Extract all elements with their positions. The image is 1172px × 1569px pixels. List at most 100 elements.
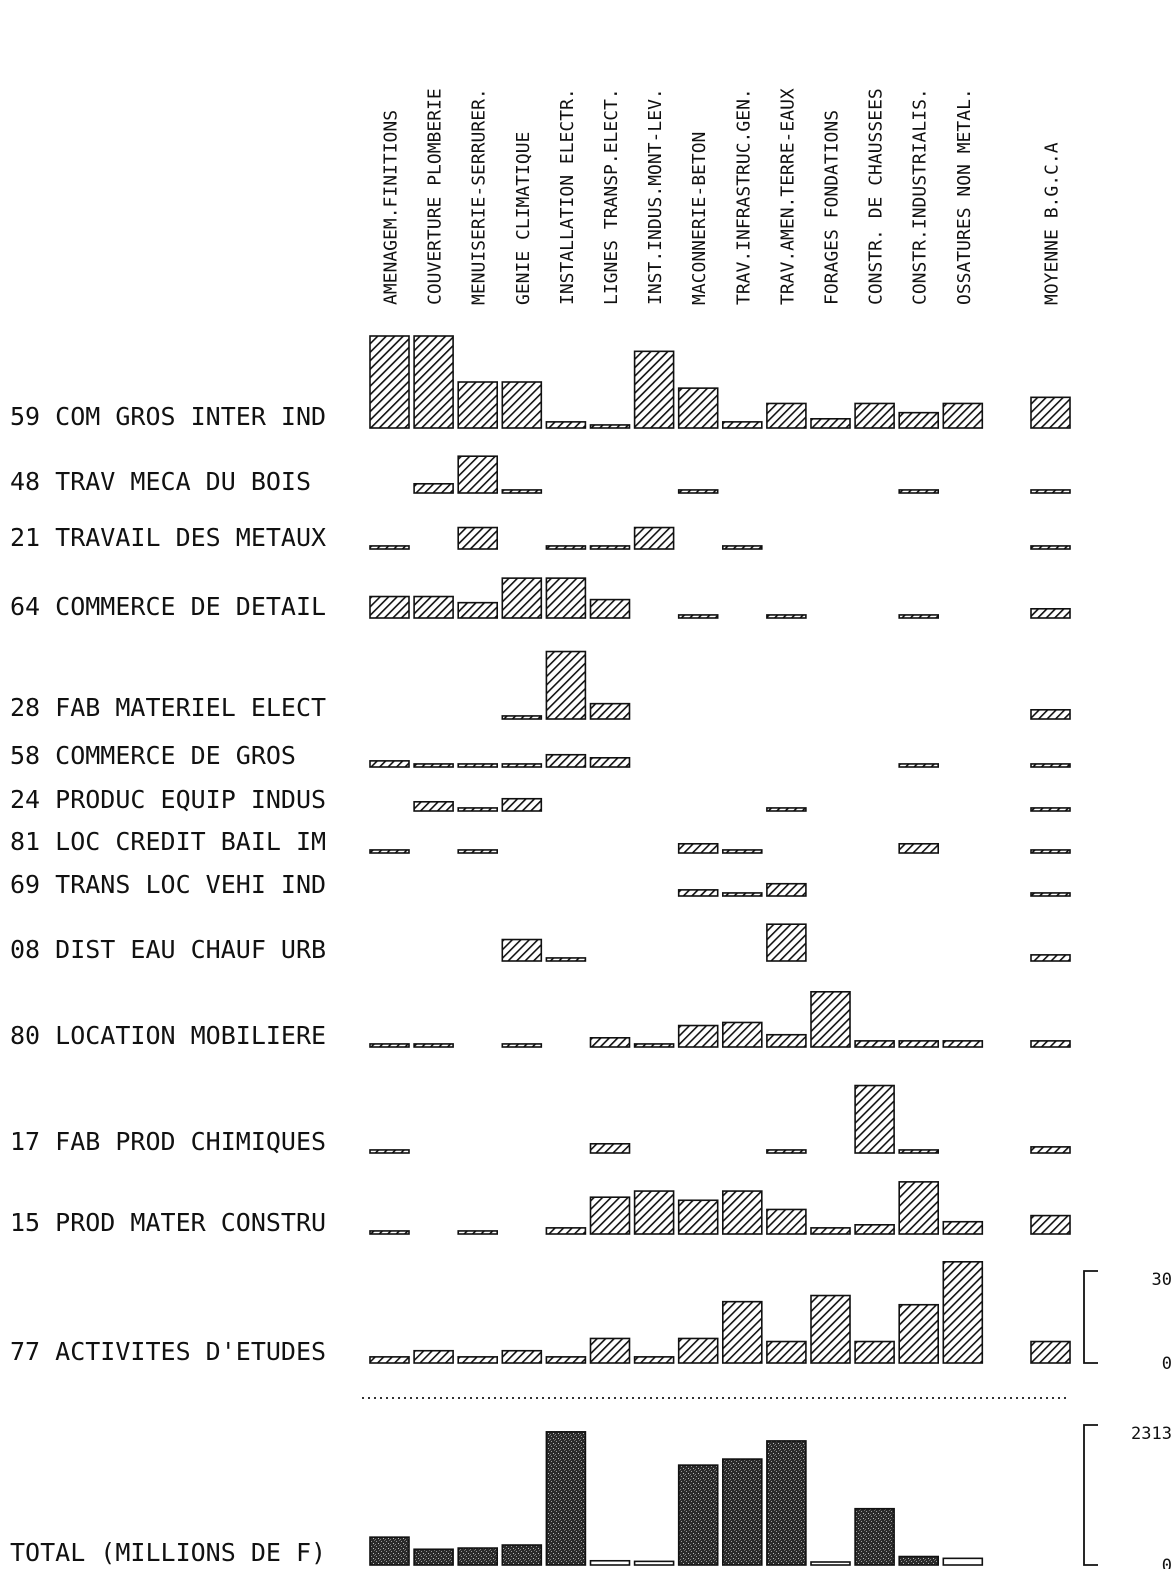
bar bbox=[501, 715, 543, 720]
total-row: TOTAL (MILLIONS DE F) bbox=[10, 1431, 984, 1567]
row-label: 77 ACTIVITES D'ETUDES bbox=[10, 1337, 326, 1366]
scale-bracket bbox=[1083, 1424, 1098, 1566]
chart-row: 69 TRANS LOC VEHI IND bbox=[10, 870, 1071, 899]
bar bbox=[545, 753, 587, 768]
row-label: 17 FAB PROD CHIMIQUES bbox=[10, 1127, 326, 1156]
bar bbox=[501, 797, 543, 812]
bar bbox=[677, 1199, 719, 1235]
total-scale-min-label: 0 bbox=[1162, 1556, 1172, 1569]
bar bbox=[545, 421, 587, 429]
total-bar bbox=[413, 1548, 454, 1566]
column-labels: AMENAGEM.FINITIONS COUVERTURE PLOMBERIE ME… bbox=[381, 88, 1063, 305]
bar-average bbox=[1030, 607, 1071, 619]
bar bbox=[413, 595, 454, 619]
bar bbox=[633, 350, 675, 429]
bar bbox=[898, 763, 940, 768]
bar bbox=[369, 595, 410, 619]
bar-average bbox=[1030, 708, 1071, 720]
row-scale-max-label: 30 bbox=[1152, 1270, 1172, 1290]
bar bbox=[589, 1143, 631, 1154]
chart-row: 24 PRODUC EQUIP INDUS bbox=[10, 785, 1071, 814]
bar-average bbox=[1030, 892, 1071, 897]
bar-average bbox=[1030, 1040, 1071, 1048]
bar bbox=[766, 614, 807, 619]
bar-average bbox=[1030, 807, 1071, 812]
row-label: 21 TRAVAIL DES METAUX bbox=[10, 523, 326, 552]
bar bbox=[633, 1190, 675, 1235]
bar bbox=[766, 1340, 807, 1364]
bar bbox=[369, 760, 410, 768]
bar bbox=[369, 1230, 410, 1235]
bar bbox=[942, 402, 984, 429]
bar bbox=[721, 1021, 763, 1048]
bar-average bbox=[1030, 1214, 1071, 1235]
bar bbox=[942, 1261, 984, 1364]
bar-average bbox=[1030, 1146, 1071, 1154]
column-label-12: CONSTR. DE CHAUSSEES bbox=[866, 88, 887, 305]
column-label-8: MACONNERIE-BETON bbox=[689, 132, 710, 305]
bar bbox=[810, 1294, 851, 1364]
row-label: 69 TRANS LOC VEHI IND bbox=[10, 870, 326, 899]
total-bar bbox=[369, 1536, 410, 1566]
bar bbox=[589, 756, 631, 768]
bar bbox=[898, 489, 940, 494]
row-label: 58 COMMERCE DE GROS bbox=[10, 741, 296, 770]
total-row-label: TOTAL (MILLIONS DE F) bbox=[10, 1538, 326, 1567]
bar bbox=[810, 990, 851, 1048]
bar bbox=[721, 1190, 763, 1235]
bar bbox=[677, 614, 719, 619]
bar bbox=[633, 1043, 675, 1048]
bar bbox=[942, 1220, 984, 1235]
column-label-1: AMENAGEM.FINITIONS bbox=[381, 110, 402, 305]
total-bar bbox=[898, 1555, 940, 1566]
bar bbox=[898, 1040, 940, 1048]
total-bar bbox=[721, 1458, 763, 1566]
bar bbox=[457, 807, 499, 812]
bar bbox=[898, 1303, 940, 1364]
bar bbox=[854, 1084, 895, 1154]
column-label-3: MENUISERIE-SERRURER. bbox=[469, 88, 490, 305]
bar bbox=[369, 545, 410, 550]
bar bbox=[854, 1040, 895, 1048]
scale-brackets: 30 0 2313 0 bbox=[1083, 1270, 1172, 1569]
bar bbox=[545, 577, 587, 619]
bar bbox=[854, 1224, 895, 1235]
row-label: 28 FAB MATERIEL ELECT bbox=[10, 693, 326, 722]
bar bbox=[501, 489, 543, 494]
bar bbox=[898, 614, 940, 619]
bar bbox=[457, 1356, 499, 1364]
bar bbox=[369, 335, 410, 429]
total-bar bbox=[677, 1464, 719, 1566]
bar bbox=[633, 1356, 675, 1364]
bar bbox=[589, 1037, 631, 1048]
bar bbox=[766, 402, 807, 429]
chart-row: 80 LOCATION MOBILIERE bbox=[10, 990, 1071, 1050]
bar bbox=[457, 526, 499, 550]
total-bar bbox=[810, 1561, 851, 1566]
bar bbox=[721, 1300, 763, 1364]
column-label-2: COUVERTURE PLOMBERIE bbox=[425, 88, 446, 305]
column-label-10: TRAV.AMEN.TERRE-EAUX bbox=[777, 88, 798, 305]
bar bbox=[766, 923, 807, 962]
scale-bracket bbox=[1083, 1270, 1098, 1364]
bar bbox=[942, 1040, 984, 1048]
chart-row: 77 ACTIVITES D'ETUDES bbox=[10, 1261, 1071, 1366]
column-label-11: FORAGES FONDATIONS bbox=[822, 110, 843, 305]
bar bbox=[854, 1340, 895, 1364]
total-bar bbox=[501, 1544, 543, 1566]
bar bbox=[589, 702, 631, 720]
row-label: 59 COM GROS INTER IND bbox=[10, 402, 326, 431]
total-bar bbox=[457, 1547, 499, 1566]
total-bar bbox=[766, 1440, 807, 1566]
bar bbox=[766, 1033, 807, 1048]
bar bbox=[677, 842, 719, 854]
bar bbox=[589, 424, 631, 429]
bar bbox=[589, 1337, 631, 1364]
bar bbox=[677, 387, 719, 429]
bar-average bbox=[1030, 954, 1071, 962]
chart-row: 48 TRAV MECA DU BOIS bbox=[10, 455, 1071, 496]
bar bbox=[721, 545, 763, 550]
bar bbox=[413, 1349, 454, 1364]
bar bbox=[545, 957, 587, 962]
